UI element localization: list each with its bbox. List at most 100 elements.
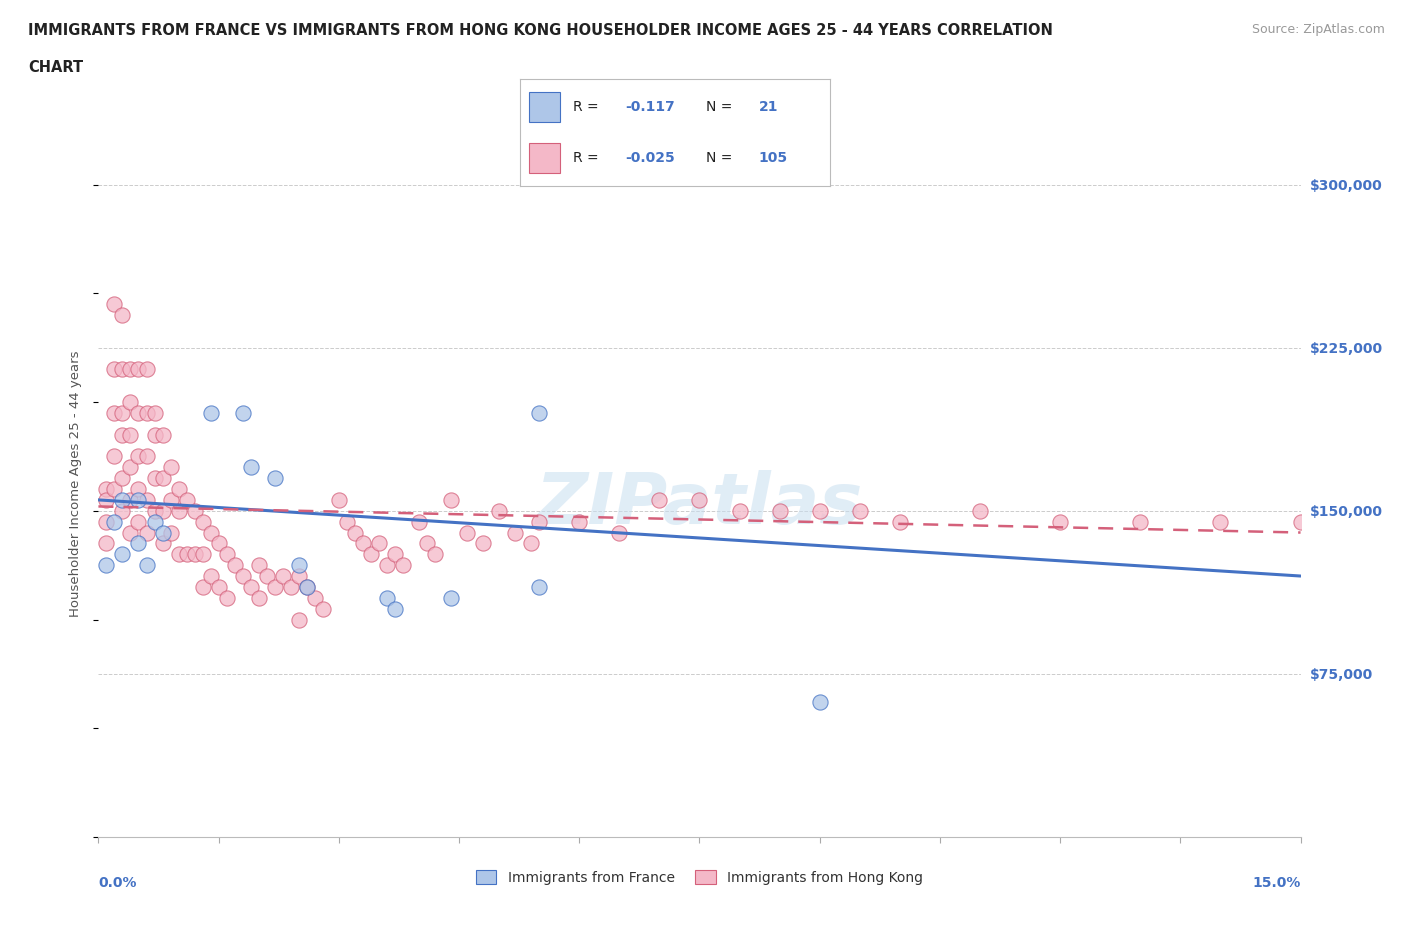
Point <box>336 514 359 529</box>
Point <box>183 503 205 518</box>
Text: N =: N = <box>706 152 733 166</box>
Point <box>111 503 134 518</box>
Point <box>143 503 166 518</box>
Bar <box>530 92 561 122</box>
Point <box>208 536 231 551</box>
Point <box>1289 514 1312 529</box>
Point <box>96 482 118 497</box>
Point <box>215 591 238 605</box>
Point <box>143 471 166 485</box>
Y-axis label: Householder Income Ages 25 - 44 years: Householder Income Ages 25 - 44 years <box>69 351 83 617</box>
Point <box>96 536 118 551</box>
Point <box>159 459 181 474</box>
Point <box>375 591 398 605</box>
Point <box>416 536 439 551</box>
Point <box>111 547 134 562</box>
Point <box>120 459 142 474</box>
Point <box>111 493 134 508</box>
Point <box>232 568 254 583</box>
Point <box>120 427 142 442</box>
Point <box>295 579 318 594</box>
Point <box>128 362 150 377</box>
Text: -0.025: -0.025 <box>626 152 675 166</box>
Point <box>128 405 150 420</box>
Point <box>103 449 125 464</box>
Point <box>120 362 142 377</box>
Point <box>408 514 430 529</box>
Point <box>103 514 125 529</box>
Point <box>167 547 190 562</box>
Point <box>224 558 246 573</box>
Point <box>808 695 831 710</box>
Point <box>529 514 551 529</box>
Point <box>529 579 551 594</box>
Point <box>128 536 150 551</box>
Point <box>375 558 398 573</box>
Point <box>312 601 335 616</box>
Point <box>392 558 415 573</box>
Point <box>271 568 294 583</box>
Point <box>503 525 526 540</box>
Point <box>769 503 792 518</box>
Point <box>159 493 181 508</box>
Point <box>849 503 872 518</box>
Point <box>529 405 551 420</box>
Point <box>120 493 142 508</box>
Point <box>103 362 125 377</box>
Text: CHART: CHART <box>28 60 83 75</box>
Point <box>239 579 262 594</box>
Point <box>263 579 285 594</box>
Point <box>135 493 157 508</box>
Point <box>191 547 214 562</box>
Point <box>191 514 214 529</box>
Point <box>128 449 150 464</box>
Point <box>111 405 134 420</box>
Point <box>232 405 254 420</box>
Point <box>440 591 463 605</box>
Point <box>96 514 118 529</box>
Point <box>120 525 142 540</box>
Point <box>360 547 382 562</box>
Point <box>288 568 311 583</box>
Point <box>208 579 231 594</box>
Point <box>128 482 150 497</box>
Point <box>256 568 278 583</box>
Text: Source: ZipAtlas.com: Source: ZipAtlas.com <box>1251 23 1385 36</box>
Point <box>808 503 831 518</box>
Point <box>304 591 326 605</box>
Point <box>263 471 285 485</box>
Point <box>135 405 157 420</box>
Point <box>103 405 125 420</box>
Text: R =: R = <box>572 100 599 113</box>
Point <box>352 536 374 551</box>
Point <box>167 503 190 518</box>
Point <box>1049 514 1071 529</box>
Text: 21: 21 <box>758 100 778 113</box>
Point <box>384 547 406 562</box>
Point <box>111 427 134 442</box>
Text: -0.117: -0.117 <box>626 100 675 113</box>
Point <box>200 525 222 540</box>
Point <box>609 525 631 540</box>
Legend: Immigrants from France, Immigrants from Hong Kong: Immigrants from France, Immigrants from … <box>470 864 929 890</box>
Point <box>152 427 174 442</box>
Point <box>384 601 406 616</box>
Point <box>288 558 311 573</box>
Point <box>96 558 118 573</box>
Text: R =: R = <box>572 152 599 166</box>
Point <box>520 536 543 551</box>
Point <box>689 493 711 508</box>
Point <box>120 394 142 409</box>
Point <box>368 536 391 551</box>
Point <box>143 405 166 420</box>
Point <box>128 493 150 508</box>
Point <box>200 568 222 583</box>
Point <box>200 405 222 420</box>
Point <box>152 471 174 485</box>
Point <box>143 427 166 442</box>
Point <box>1209 514 1232 529</box>
Point <box>167 482 190 497</box>
Point <box>103 482 125 497</box>
Text: 0.0%: 0.0% <box>98 876 136 890</box>
Bar <box>530 143 561 173</box>
